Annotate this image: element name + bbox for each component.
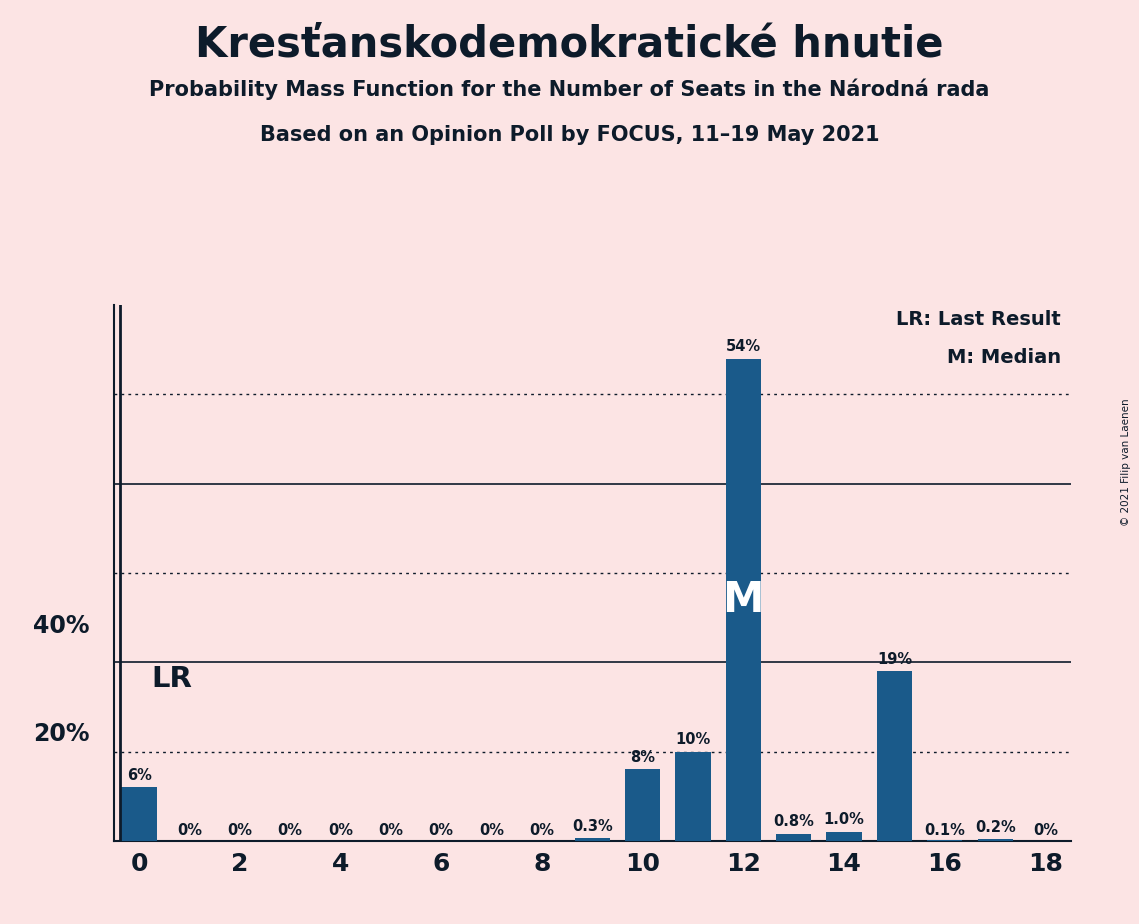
Text: 0%: 0% [228, 823, 253, 838]
Text: 40%: 40% [33, 614, 90, 638]
Text: 8%: 8% [630, 750, 655, 765]
Text: LR: Last Result: LR: Last Result [896, 310, 1062, 329]
Bar [675, 751, 711, 841]
Text: LR: LR [151, 665, 192, 693]
Text: M: Median: M: Median [947, 347, 1062, 367]
Bar [726, 359, 761, 841]
Text: 0.2%: 0.2% [975, 820, 1016, 834]
Bar [625, 770, 661, 841]
Bar [827, 832, 862, 841]
Text: © 2021 Filip van Laenen: © 2021 Filip van Laenen [1121, 398, 1131, 526]
Bar [977, 839, 1013, 841]
Bar [776, 833, 811, 841]
Text: 0.3%: 0.3% [572, 819, 613, 833]
Text: 54%: 54% [726, 339, 761, 354]
Text: 0%: 0% [1033, 823, 1058, 838]
Text: 0.1%: 0.1% [925, 823, 965, 838]
Text: 0%: 0% [378, 823, 403, 838]
Text: 0.8%: 0.8% [773, 814, 814, 829]
Bar [877, 671, 912, 841]
Text: Kresťanskodemokratické hnutie: Kresťanskodemokratické hnutie [195, 23, 944, 65]
Text: 0%: 0% [278, 823, 303, 838]
Text: M: M [722, 578, 764, 621]
Text: Based on an Opinion Poll by FOCUS, 11–19 May 2021: Based on an Opinion Poll by FOCUS, 11–19… [260, 125, 879, 145]
Text: 10%: 10% [675, 732, 711, 747]
Text: 19%: 19% [877, 651, 912, 667]
Text: 1.0%: 1.0% [823, 812, 865, 828]
Text: 0%: 0% [428, 823, 453, 838]
Bar [575, 838, 609, 841]
Text: 0%: 0% [328, 823, 353, 838]
Bar [122, 787, 157, 841]
Text: 6%: 6% [126, 768, 151, 783]
Text: Probability Mass Function for the Number of Seats in the Národná rada: Probability Mass Function for the Number… [149, 79, 990, 100]
Text: 0%: 0% [177, 823, 202, 838]
Text: 0%: 0% [530, 823, 555, 838]
Text: 20%: 20% [33, 722, 90, 746]
Text: 0%: 0% [480, 823, 505, 838]
